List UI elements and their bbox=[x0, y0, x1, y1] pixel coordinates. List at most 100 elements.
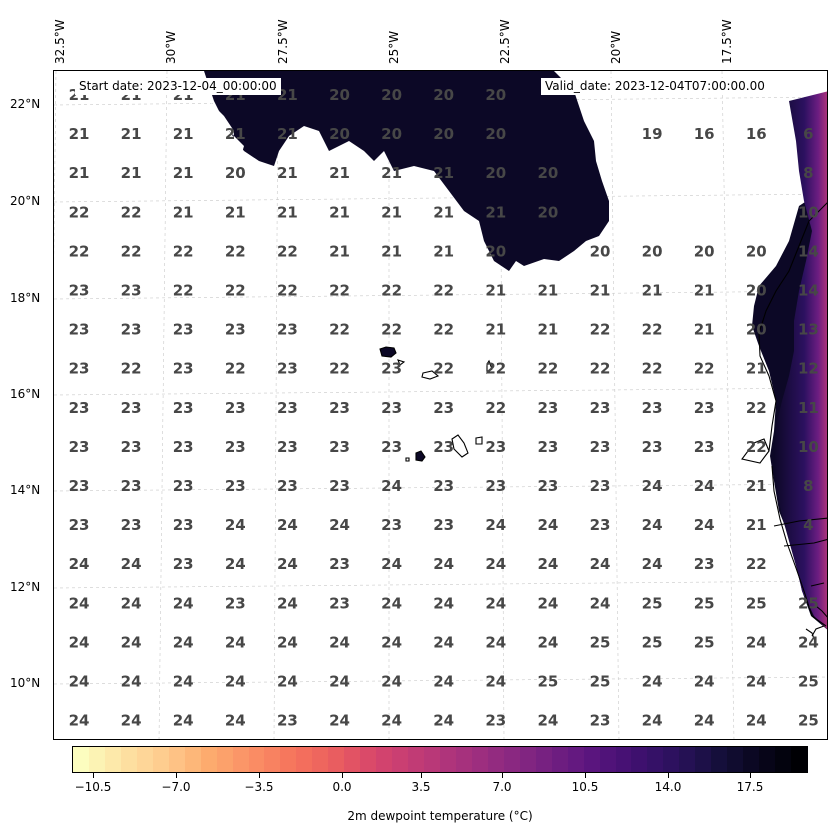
graticule bbox=[54, 71, 827, 739]
dewpoint-value-label: 24 bbox=[225, 712, 246, 730]
dewpoint-value-label: 22 bbox=[277, 282, 298, 300]
dewpoint-value-label: 13 bbox=[798, 321, 819, 339]
colorbar-segment bbox=[663, 747, 681, 772]
dewpoint-value-label: 22 bbox=[746, 399, 767, 417]
dewpoint-value-label: 14 bbox=[798, 242, 819, 260]
colorbar-segment bbox=[471, 747, 490, 772]
dewpoint-value-label: 25 bbox=[798, 594, 819, 612]
dewpoint-value-label: 20 bbox=[746, 242, 767, 260]
dewpoint-value-label: 24 bbox=[485, 633, 506, 651]
dewpoint-value-label: 22 bbox=[433, 360, 454, 378]
dewpoint-value-label: 16 bbox=[694, 125, 715, 143]
dewpoint-value-label: 24 bbox=[642, 673, 663, 691]
dewpoint-value-label: 25 bbox=[798, 712, 819, 730]
dewpoint-value-label: 22 bbox=[329, 321, 350, 339]
dewpoint-value-label: 21 bbox=[694, 282, 715, 300]
dewpoint-value-label: 23 bbox=[173, 438, 194, 456]
dewpoint-value-label: 24 bbox=[537, 516, 558, 534]
colorbar-segment bbox=[647, 747, 665, 772]
lat-label-18n: 18°N bbox=[10, 291, 41, 305]
dewpoint-value-label: 25 bbox=[642, 594, 663, 612]
colorbar-segment bbox=[503, 747, 522, 772]
dewpoint-value-label: 24 bbox=[277, 673, 298, 691]
colorbar-segment bbox=[264, 747, 282, 772]
dewpoint-value-label: 24 bbox=[433, 594, 454, 612]
colorbar-segment bbox=[280, 747, 298, 772]
dewpoint-value-label: 25 bbox=[694, 594, 715, 612]
dewpoint-value-label: 22 bbox=[694, 360, 715, 378]
dewpoint-value-label: 20 bbox=[329, 86, 350, 104]
islands bbox=[379, 346, 493, 462]
dewpoint-value-label: 14 bbox=[798, 282, 819, 300]
colorbar-tick bbox=[585, 773, 586, 778]
map-panel: 21 21 21 21 21 20 20 20 20 21 21 21 21 21 20 20 20 20 19 16… bbox=[53, 70, 828, 740]
dewpoint-value-label: 23 bbox=[590, 477, 611, 495]
lon-label-25w: 25°W bbox=[387, 30, 401, 64]
dewpoint-value-label: 23 bbox=[590, 516, 611, 534]
colorbar-segment bbox=[791, 747, 809, 772]
dewpoint-value-label: 22 bbox=[590, 321, 611, 339]
dewpoint-value-label: 22 bbox=[329, 282, 350, 300]
dewpoint-value-label: 20 bbox=[329, 125, 350, 143]
colorbar-segment bbox=[424, 747, 442, 772]
dewpoint-value-label: 23 bbox=[329, 477, 350, 495]
dewpoint-value-label: 23 bbox=[433, 438, 454, 456]
dewpoint-value-label: 23 bbox=[69, 477, 90, 495]
dewpoint-value-label: 24 bbox=[225, 673, 246, 691]
dewpoint-value-label: 10 bbox=[798, 203, 819, 221]
dewpoint-value-label: 22 bbox=[329, 360, 350, 378]
dewpoint-value-label: 21 bbox=[433, 164, 454, 182]
colorbar-tick bbox=[259, 773, 260, 778]
dewpoint-value-label: 24 bbox=[590, 594, 611, 612]
dewpoint-value-label: 21 bbox=[433, 242, 454, 260]
dewpoint-value-label: 22 bbox=[121, 203, 142, 221]
dewpoint-value-label: 23 bbox=[173, 555, 194, 573]
lon-label-17-5w: 17.5°W bbox=[720, 19, 734, 64]
dewpoint-value-label: 21 bbox=[329, 242, 350, 260]
dewpoint-value-label: 23 bbox=[121, 321, 142, 339]
colorbar-segment bbox=[184, 747, 203, 772]
dewpoint-value-label: 24 bbox=[173, 594, 194, 612]
colorbar-segment bbox=[599, 747, 617, 772]
dewpoint-value-label: 21 bbox=[121, 164, 142, 182]
dewpoint-value-label: 23 bbox=[69, 321, 90, 339]
dewpoint-value-label: 24 bbox=[277, 594, 298, 612]
dewpoint-value-label: 24 bbox=[433, 712, 454, 730]
dewpoint-value-label: 23 bbox=[121, 399, 142, 417]
dewpoint-value-label: 24 bbox=[537, 555, 558, 573]
dewpoint-value-label: 24 bbox=[746, 673, 767, 691]
colorbar-segment bbox=[759, 747, 777, 772]
dewpoint-value-label: 23 bbox=[277, 399, 298, 417]
lon-label-20w: 20°W bbox=[609, 30, 623, 64]
dewpoint-value-label: 20 bbox=[225, 164, 246, 182]
dewpoint-value-label: 23 bbox=[225, 438, 246, 456]
dewpoint-value-label: 23 bbox=[225, 321, 246, 339]
dewpoint-value-label: 24 bbox=[694, 516, 715, 534]
dewpoint-value-label: 24 bbox=[173, 633, 194, 651]
colorbar-segment bbox=[679, 747, 697, 772]
dewpoint-value-label: 23 bbox=[433, 477, 454, 495]
dewpoint-value-label: 24 bbox=[173, 673, 194, 691]
colorbar-tick bbox=[750, 773, 751, 778]
dewpoint-value-label: 10 bbox=[798, 438, 819, 456]
map-canvas: 21 21 21 21 21 20 20 20 20 21 21 21 21 21 20 20 20 20 19 16… bbox=[54, 71, 827, 739]
dewpoint-value-label: 24 bbox=[485, 594, 506, 612]
dewpoint-value-label: 23 bbox=[590, 438, 611, 456]
dewpoint-value-label: 20 bbox=[381, 86, 402, 104]
colorbar-segment bbox=[73, 747, 91, 772]
dewpoint-value-label: 24 bbox=[590, 555, 611, 573]
dewpoint-value-label: 24 bbox=[642, 555, 663, 573]
lat-label-16n: 16°N bbox=[10, 387, 41, 401]
colorbar-tick-label: 10.5 bbox=[571, 780, 599, 794]
dewpoint-value-label: 24 bbox=[485, 555, 506, 573]
dewpoint-value-label: 24 bbox=[694, 673, 715, 691]
dewpoint-value-label: 24 bbox=[121, 712, 142, 730]
dewpoint-value-label: 24 bbox=[433, 673, 454, 691]
dewpoint-value-label: 11 bbox=[798, 399, 819, 417]
dewpoint-value-label: 20 bbox=[485, 125, 506, 143]
colorbar-segment bbox=[615, 747, 633, 772]
colorbar-title: 2m dewpoint temperature (°C) bbox=[347, 809, 533, 823]
dewpoint-value-label: 21 bbox=[694, 321, 715, 339]
colorbar-tick bbox=[93, 773, 94, 778]
dewpoint-value-label: 22 bbox=[225, 282, 246, 300]
